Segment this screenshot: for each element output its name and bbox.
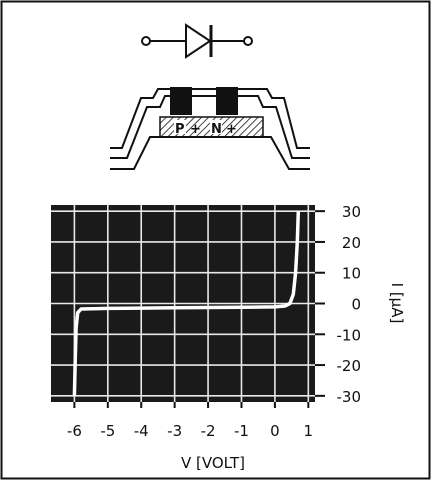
junction-cross-section: P + N + — [110, 87, 310, 170]
y-tick-label: -30 — [337, 388, 362, 406]
iv-curve-series — [72, 211, 301, 396]
contact-left — [170, 87, 192, 115]
p-label: P — [175, 122, 185, 137]
x-ticks: -6 -5 -4 -3 -2 -1 0 1 — [67, 402, 313, 440]
y-axis-label: I [µA] — [388, 283, 406, 324]
x-tick-label: -1 — [234, 422, 249, 440]
x-tick-label: -2 — [201, 422, 216, 440]
y-tick-label: 10 — [342, 265, 361, 283]
n-label: N — [211, 122, 222, 137]
plus-label-right: + — [226, 122, 237, 137]
y-tick-label: 20 — [342, 234, 361, 252]
diode-symbol-icon — [141, 23, 253, 59]
y-ticks: 30 20 10 0 -10 -20 -30 — [315, 203, 361, 406]
x-tick-label: 0 — [270, 422, 280, 440]
y-tick-label: 0 — [351, 296, 361, 314]
contact-right — [216, 87, 238, 115]
y-tick-label: -10 — [337, 326, 362, 344]
x-tick-label: 1 — [304, 422, 314, 440]
x-tick-label: -4 — [134, 422, 149, 440]
x-tick-label: -3 — [167, 422, 182, 440]
y-tick-label: -20 — [337, 357, 362, 375]
x-tick-label: -6 — [67, 422, 82, 440]
x-tick-label: -5 — [100, 422, 115, 440]
x-axis-label: V [VOLT] — [181, 454, 245, 472]
y-tick-label: 30 — [342, 203, 361, 221]
plus-label-left: + — [190, 122, 201, 137]
